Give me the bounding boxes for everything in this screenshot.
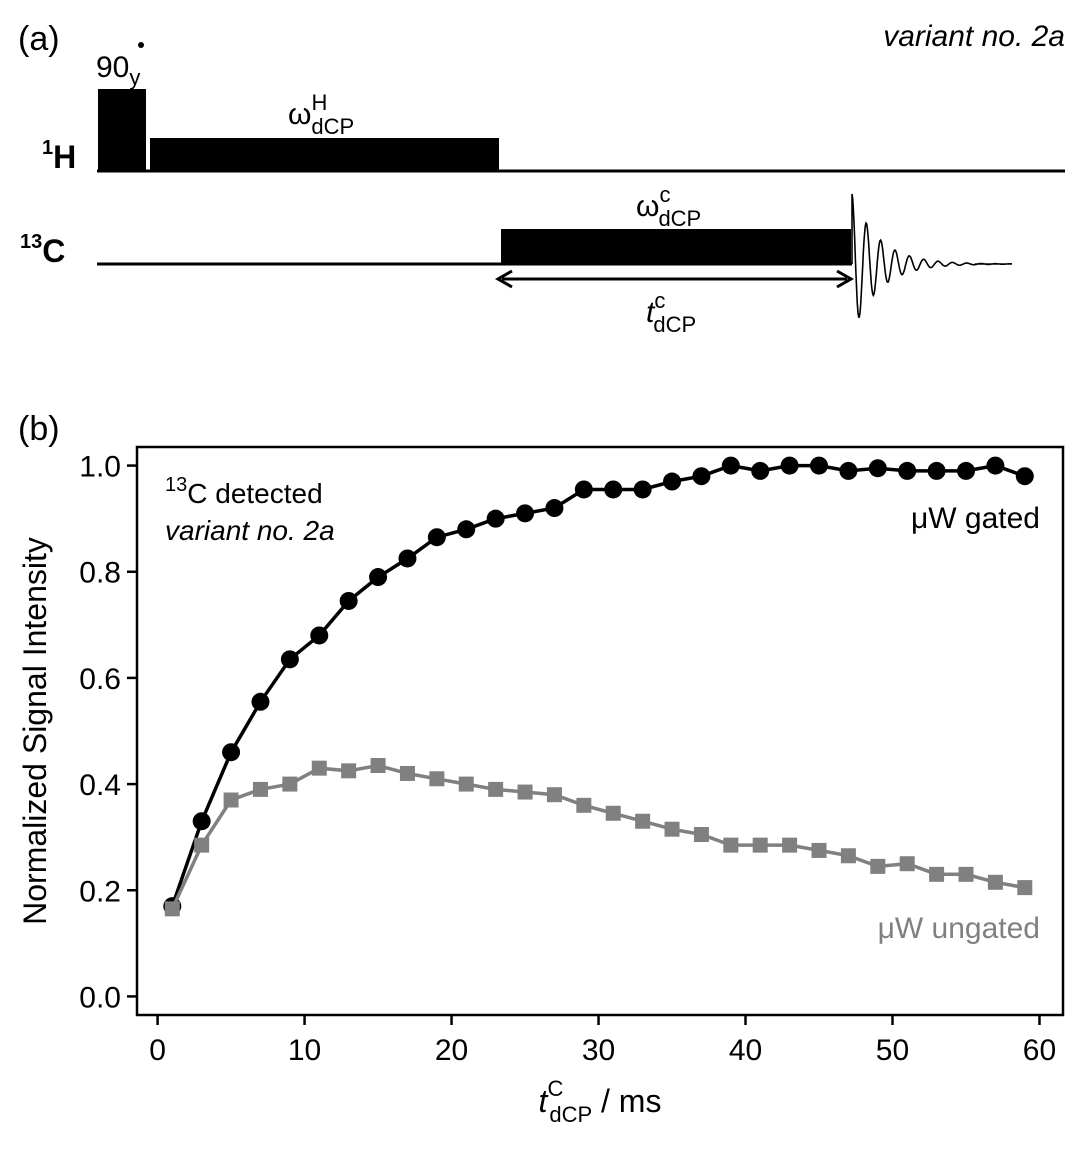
marker [899, 856, 915, 872]
marker [251, 692, 270, 711]
x-tick-label: 40 [729, 1034, 762, 1067]
marker [870, 858, 886, 874]
marker [458, 776, 474, 792]
x-tick-label: 0 [149, 1034, 166, 1067]
marker [369, 568, 388, 587]
marker [692, 467, 711, 486]
marker [635, 813, 651, 829]
y-tick-label: 0.6 [79, 663, 121, 696]
marker [488, 781, 504, 797]
x-tick-label: 20 [435, 1034, 468, 1067]
marker [927, 461, 946, 480]
pulse-90 [98, 89, 146, 171]
series-label: μW gated [911, 502, 1040, 535]
marker [868, 459, 887, 478]
marker [252, 781, 268, 797]
tdcp-label: tc dCP [646, 288, 696, 337]
marker [604, 480, 623, 499]
marker [633, 480, 652, 499]
plot-frame [135, 445, 1065, 1017]
marker [664, 821, 680, 837]
marker [339, 591, 358, 610]
marker [956, 461, 975, 480]
y-tick-label: 0.4 [79, 769, 121, 802]
marker [840, 848, 856, 864]
marker [427, 528, 446, 547]
marker [605, 805, 621, 821]
fid [851, 193, 1013, 318]
marker [545, 499, 564, 518]
marker [693, 827, 709, 843]
annotation-variant: variant no. 2a [165, 515, 335, 546]
pulse-dcp-c [501, 229, 851, 264]
marker [810, 456, 829, 475]
x-tick-label: 30 [582, 1034, 615, 1067]
marker [370, 758, 386, 774]
annotation: 13C detected [165, 474, 323, 509]
marker [341, 763, 357, 779]
y-tick-label: 0.0 [79, 981, 121, 1014]
marker [780, 456, 799, 475]
marker [546, 787, 562, 803]
marker [898, 461, 917, 480]
marker [723, 837, 739, 853]
marker [1015, 467, 1034, 486]
arrow-heads [494, 269, 855, 289]
marker [751, 461, 770, 480]
y-tick-label: 0.8 [79, 557, 121, 590]
x-tick-label: 10 [288, 1034, 321, 1067]
marker [517, 784, 533, 800]
marker [574, 480, 593, 499]
marker [929, 866, 945, 882]
marker [663, 472, 682, 491]
marker [811, 842, 827, 858]
marker [429, 771, 445, 787]
phase-dot [138, 42, 144, 48]
marker [192, 812, 211, 831]
panel-label: (b) [18, 410, 60, 448]
marker [1017, 880, 1033, 896]
marker [194, 837, 210, 853]
marker [721, 456, 740, 475]
series-label: μW ungated [878, 912, 1040, 945]
pulse-90-label: 90y [96, 51, 140, 90]
marker [752, 837, 768, 853]
x-tick-label: 60 [1023, 1034, 1056, 1067]
marker [311, 760, 327, 776]
y-axis-label: Normalized Signal Intensity [17, 537, 53, 925]
marker [280, 650, 299, 669]
series-line [170, 763, 1026, 910]
marker [398, 549, 417, 568]
y-tick-label: 0.2 [79, 875, 121, 908]
omega-c-label: ωc dCP [636, 182, 701, 231]
omega-h-label: ωH dCP [288, 90, 354, 139]
x-axis-label: tC dCP / ms [539, 1076, 662, 1127]
marker [958, 866, 974, 882]
marker [516, 504, 535, 523]
y-tick-label: 1.0 [79, 451, 121, 484]
marker [282, 776, 298, 792]
marker [486, 509, 505, 528]
marker [457, 520, 476, 539]
h-channel-label: 1H [42, 137, 76, 175]
marker [399, 765, 415, 781]
marker [987, 874, 1003, 890]
marker [223, 792, 239, 808]
marker [310, 626, 329, 645]
x-tick-label: 50 [876, 1034, 909, 1067]
panel-label: (a) [18, 20, 60, 58]
variant-label: variant no. 2a [883, 20, 1065, 53]
pulse-dcp-h [150, 138, 499, 171]
marker [222, 743, 241, 762]
marker [782, 837, 798, 853]
marker [986, 456, 1005, 475]
marker [164, 901, 180, 917]
marker [839, 461, 858, 480]
c-channel-label: 13C [20, 231, 65, 269]
marker [576, 797, 592, 813]
